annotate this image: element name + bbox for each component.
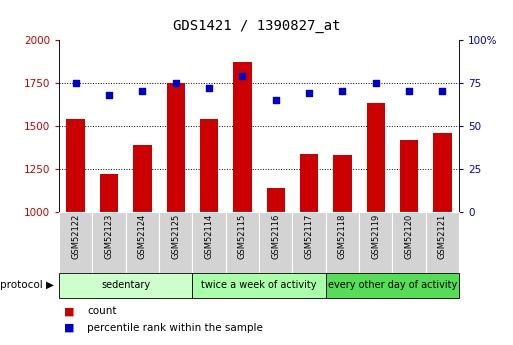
Point [105, 92, 113, 98]
Text: percentile rank within the sample: percentile rank within the sample [87, 323, 263, 333]
Bar [226, 212, 259, 273]
Text: GSM52115: GSM52115 [238, 214, 247, 259]
Text: GDS1421 / 1390827_at: GDS1421 / 1390827_at [173, 19, 340, 33]
Point [138, 89, 146, 94]
Bar [233, 62, 251, 212]
Text: GSM52116: GSM52116 [271, 214, 280, 259]
Bar [59, 273, 192, 298]
Point [238, 73, 246, 79]
Point [271, 97, 280, 103]
Bar [359, 212, 392, 273]
Text: count: count [87, 306, 117, 316]
Text: GSM52119: GSM52119 [371, 214, 380, 259]
Bar [100, 174, 118, 212]
Text: protocol ▶: protocol ▶ [0, 280, 54, 290]
Text: GSM52124: GSM52124 [138, 214, 147, 259]
Bar [267, 188, 285, 212]
Bar [133, 145, 151, 212]
Text: ■: ■ [64, 323, 74, 333]
Text: GSM52117: GSM52117 [305, 214, 313, 259]
Bar [367, 104, 385, 212]
Point [405, 89, 413, 94]
Text: sedentary: sedentary [101, 280, 150, 290]
Bar [259, 212, 292, 273]
Bar [59, 212, 92, 273]
Point [305, 90, 313, 96]
Bar [167, 83, 185, 212]
Bar [192, 273, 326, 298]
Text: GSM52118: GSM52118 [338, 214, 347, 259]
Bar [326, 273, 459, 298]
Text: GSM52121: GSM52121 [438, 214, 447, 259]
Point [371, 80, 380, 86]
Text: GSM52122: GSM52122 [71, 214, 80, 259]
Text: GSM52114: GSM52114 [205, 214, 213, 259]
Text: GSM52120: GSM52120 [405, 214, 413, 259]
Text: every other day of activity: every other day of activity [328, 280, 457, 290]
Bar [159, 212, 192, 273]
Bar [200, 119, 218, 212]
Bar [426, 212, 459, 273]
Point [338, 89, 346, 94]
Bar [192, 212, 226, 273]
Bar [333, 155, 351, 212]
Text: ■: ■ [64, 306, 74, 316]
Text: twice a week of activity: twice a week of activity [201, 280, 317, 290]
Bar [400, 140, 418, 212]
Bar [392, 212, 426, 273]
Point [205, 85, 213, 91]
Point [171, 80, 180, 86]
Bar [300, 154, 318, 212]
Text: GSM52125: GSM52125 [171, 214, 180, 259]
Point [438, 89, 446, 94]
Bar [126, 212, 159, 273]
Point [71, 80, 80, 86]
Bar [92, 212, 126, 273]
Bar [292, 212, 326, 273]
Bar [67, 119, 85, 212]
Bar [433, 133, 451, 212]
Bar [326, 212, 359, 273]
Text: GSM52123: GSM52123 [105, 214, 113, 259]
